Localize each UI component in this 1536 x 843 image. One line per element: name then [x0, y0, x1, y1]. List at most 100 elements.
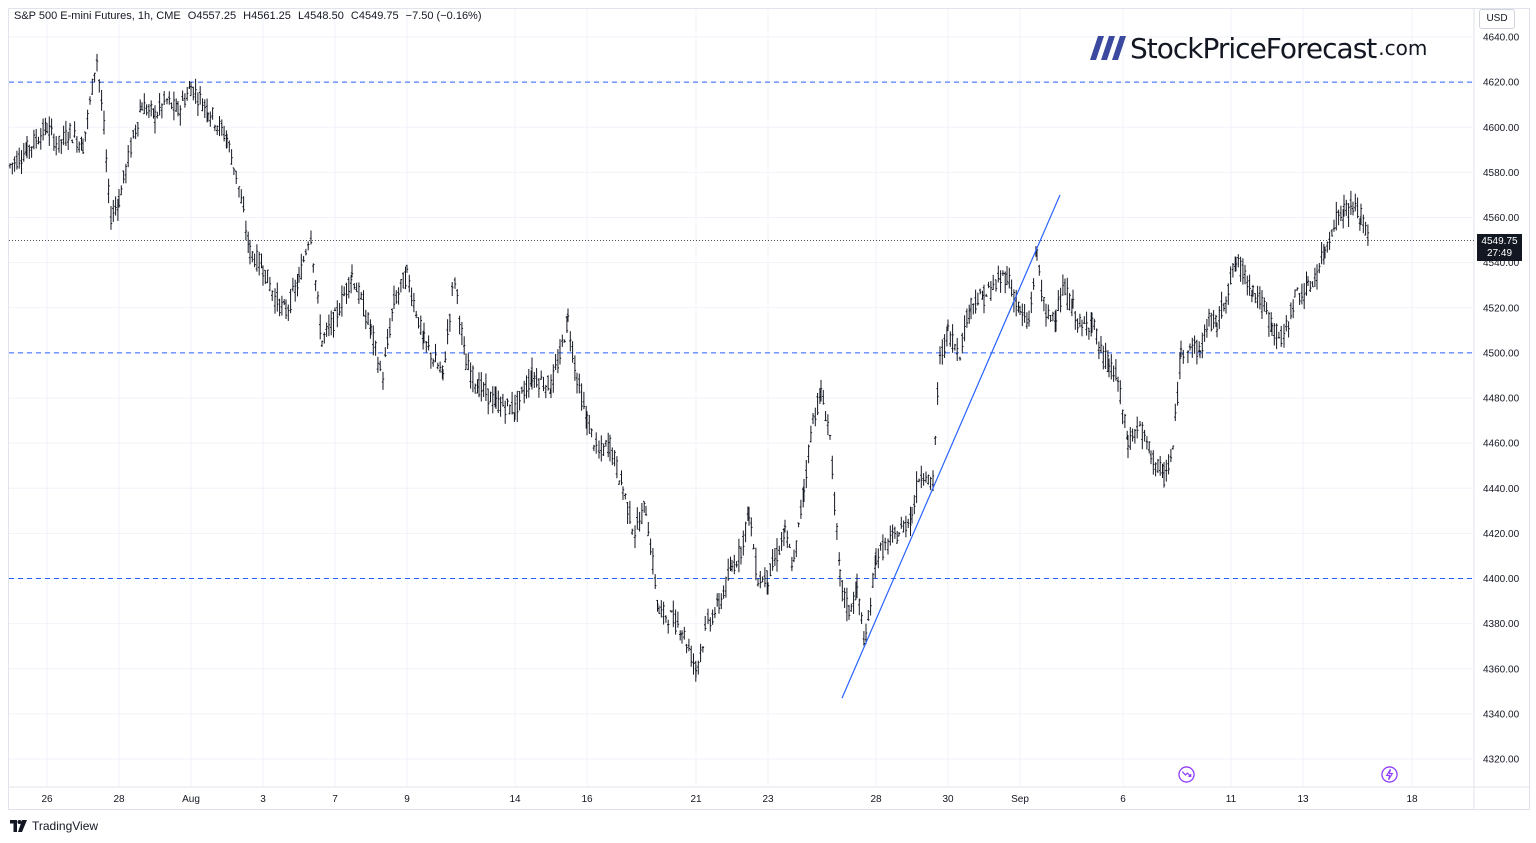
ohlc-bar	[582, 391, 586, 410]
ohlc-bar	[1191, 337, 1194, 358]
ohlc-bar	[1318, 262, 1321, 274]
ohlc-bar	[25, 136, 29, 159]
ohlc-bar	[181, 90, 184, 101]
ohlc-bar	[309, 230, 313, 245]
ohlc-bar	[114, 196, 117, 216]
symbol-label[interactable]: S&P 500 E-mini Futures, 1h, CME	[14, 10, 181, 22]
lightning-event-icon[interactable]	[1381, 766, 1398, 783]
ohlc-bar	[1085, 311, 1088, 336]
ohlc-bar	[1116, 376, 1120, 392]
ohlc-bar	[1351, 201, 1355, 216]
ohlc-bar	[585, 411, 589, 436]
ohlc-bar	[397, 287, 400, 305]
ohlc-bar	[1203, 324, 1206, 342]
ohlc-bar	[1076, 318, 1079, 333]
ohlc-bar	[633, 525, 637, 549]
ohlc-bar	[446, 319, 449, 345]
ohlc-bar	[1362, 214, 1365, 234]
ohlc-bar	[216, 125, 219, 136]
ohlc-bar	[98, 79, 101, 93]
ohlc-bar	[843, 587, 846, 608]
ohlc-bar	[520, 386, 524, 394]
ohlc-bar	[909, 506, 912, 537]
ohlc-bar	[643, 500, 646, 513]
ohlc-bar	[879, 542, 882, 551]
y-tick-label: 4440.00	[1483, 484, 1520, 495]
ohlc-bar	[607, 432, 610, 458]
ohlc-bar	[694, 664, 698, 678]
ohlc-bar	[1104, 342, 1107, 370]
ohlc-bar	[276, 282, 279, 312]
ohlc-bar	[1239, 256, 1242, 282]
ohlc-bar	[1330, 229, 1334, 237]
ohlc-bar	[907, 518, 910, 529]
ohlc-bar	[989, 281, 993, 301]
ohlc-bar	[1328, 231, 1331, 250]
change-value: −7.50 (−0.16%)	[405, 10, 482, 22]
ohlc-bar	[283, 299, 286, 306]
ohlc-bar	[88, 96, 92, 105]
ohlc-bar	[889, 525, 892, 546]
ohlc-bar	[381, 371, 385, 390]
ohlc-bar	[922, 473, 925, 486]
ohlc-bar	[120, 185, 123, 196]
ohlc-bar	[109, 205, 113, 230]
ohlc-bar	[189, 81, 193, 97]
ohlc-bar	[183, 93, 187, 108]
ohlc-bar	[624, 493, 627, 500]
ohlc-bar	[107, 178, 110, 204]
tradingview-brand[interactable]: TradingView	[32, 819, 99, 833]
ohlc-bar	[985, 293, 988, 297]
ohlc-bar	[1074, 311, 1077, 330]
ohlc-bar	[1161, 463, 1164, 479]
ohlc-bar	[1292, 299, 1295, 319]
ohlc-bar	[1270, 312, 1273, 333]
ohlc-bars	[8, 53, 1370, 682]
ohlc-bar	[754, 547, 758, 581]
ohlc-bar	[1303, 283, 1306, 310]
ohlc-bar	[546, 375, 550, 391]
ohlc-bar	[240, 189, 243, 204]
ohlc-bar	[799, 499, 803, 519]
ohlc-bar	[32, 129, 36, 150]
currency-selector[interactable]: USD	[1479, 9, 1515, 29]
ohlc-bar	[729, 556, 732, 572]
ohlc-bar	[941, 339, 944, 365]
ohlc-bar	[444, 351, 447, 363]
ohlc-bar	[1054, 309, 1058, 332]
ohlc-bar	[871, 572, 875, 588]
ohlc-bar	[657, 605, 661, 614]
ohlc-bar	[244, 220, 248, 241]
ohlc-bar	[664, 615, 668, 623]
ohlc-bar	[232, 167, 236, 175]
ohlc-bar	[41, 118, 45, 141]
ohlc-bar	[626, 502, 629, 525]
ohlc-bar	[1287, 321, 1290, 338]
ohlc-bar	[886, 538, 890, 555]
ohlc-bar	[1025, 312, 1029, 329]
forward-arrow-event-icon[interactable]	[1178, 766, 1195, 783]
ohlc-bar	[1080, 319, 1084, 337]
ohlc-bar	[1001, 270, 1005, 276]
x-tick-label: 9	[404, 794, 410, 805]
x-tick-label: 21	[690, 794, 702, 805]
ohlc-bar	[730, 559, 734, 572]
ohlc-bar	[436, 362, 439, 370]
ohlc-bar	[590, 428, 593, 438]
x-tick-label: 30	[942, 794, 954, 805]
ohlc-bar	[1021, 303, 1024, 327]
ohlc-bar	[1205, 318, 1209, 338]
ohlc-bar	[1179, 340, 1183, 358]
ohlc-bar	[891, 524, 894, 543]
ohlc-bar	[320, 340, 324, 347]
ohlc-bar	[48, 116, 51, 146]
ohlc-bar	[556, 349, 560, 374]
ohlc-bar	[807, 444, 810, 464]
ohlc-bar	[1296, 287, 1299, 291]
ohlc-bar	[1023, 303, 1026, 323]
ohlc-bar	[620, 470, 623, 486]
ohlc-bar	[336, 300, 339, 328]
y-tick-label: 4620.00	[1483, 78, 1520, 89]
ohlc-bar	[218, 116, 221, 137]
